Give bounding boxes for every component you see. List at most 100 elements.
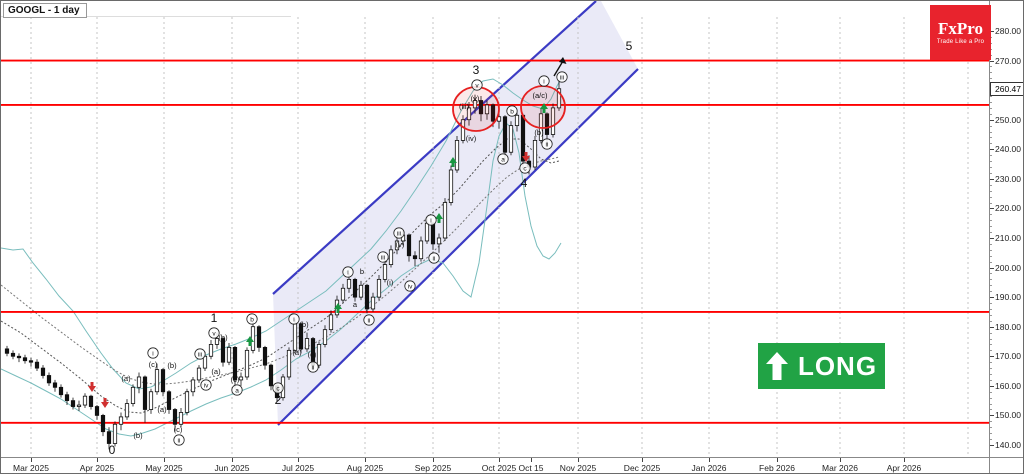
buy-arrow-icon	[246, 336, 254, 346]
svg-text:a: a	[353, 300, 358, 309]
price-minor-tick	[990, 379, 992, 381]
price-minor-tick	[990, 273, 992, 275]
price-tick-label: 240.00	[995, 144, 1021, 155]
price-minor-tick	[990, 320, 992, 322]
time-tick-label: Apr 2026	[886, 463, 922, 473]
price-minor-tick	[990, 107, 992, 109]
svg-text:(iv): (iv)	[466, 134, 477, 143]
current-price-label: 260.47	[990, 81, 1023, 96]
svg-text:iii: iii	[198, 351, 202, 358]
price-minor-tick	[990, 196, 992, 198]
svg-text:(b): (b)	[167, 361, 177, 370]
svg-text:4: 4	[521, 176, 528, 190]
price-minor-tick	[990, 167, 992, 169]
price-minor-tick	[990, 232, 992, 234]
price-tick	[990, 149, 994, 151]
svg-text:c: c	[276, 385, 280, 392]
sell-arrow-icon	[101, 398, 109, 408]
buy-arrow-icon	[435, 213, 443, 223]
price-tick	[990, 31, 994, 32]
time-tick-label: Feb 2026	[759, 463, 795, 473]
price-minor-tick	[990, 66, 992, 68]
time-tick-label: Sep 2025	[414, 463, 452, 473]
buy-arrow-icon	[449, 157, 457, 167]
svg-text:i: i	[543, 78, 544, 85]
price-minor-tick	[990, 214, 992, 216]
price-minor-tick	[990, 48, 992, 50]
price-minor-tick	[990, 190, 992, 192]
svg-text:5: 5	[626, 39, 633, 53]
price-minor-tick	[990, 308, 992, 310]
price-tick	[990, 356, 994, 358]
time-tick	[840, 458, 841, 462]
price-minor-tick	[990, 125, 992, 127]
price-minor-tick	[990, 261, 992, 263]
time-axis[interactable]: Mar 2025 Apr 2025 May 2025 Jun 2025 Jul 2025…	[1, 457, 989, 473]
time-tick-label: Mar 2025	[13, 463, 49, 473]
header-divider	[1, 16, 291, 17]
up-arrow-icon	[765, 352, 788, 380]
price-minor-tick	[990, 314, 992, 316]
fxpro-logo-text: FxPro	[937, 19, 983, 38]
price-tick-label: 250.00	[995, 114, 1021, 125]
price-minor-tick	[990, 433, 992, 435]
time-tick	[642, 458, 643, 462]
time-tick	[709, 458, 710, 462]
time-tick-label: Nov 2025	[559, 463, 597, 473]
time-tick	[777, 458, 778, 462]
symbol-title-text: GOOGL - 1 day	[8, 5, 80, 16]
svg-text:ii: ii	[368, 317, 371, 324]
price-minor-tick	[990, 78, 992, 80]
price-tick-label: 210.00	[995, 232, 1021, 243]
axis-corner	[989, 457, 1023, 473]
svg-text:c: c	[523, 165, 527, 172]
symbol-title[interactable]: GOOGL - 1 day	[3, 3, 87, 18]
support-resistance-lines[interactable]	[1, 59, 989, 424]
svg-text:(iii): (iii)	[459, 102, 469, 111]
price-minor-tick	[990, 137, 992, 139]
price-tick-label: 270.00	[995, 55, 1021, 66]
svg-text:3: 3	[473, 63, 480, 77]
price-minor-tick	[990, 72, 992, 74]
price-axis[interactable]: 260.47 140.00 150.00 160.00 170.00 180.00 190…	[989, 1, 1023, 457]
time-tick-label: Oct 2025	[481, 463, 517, 473]
buy-arrow-icon	[540, 103, 548, 113]
wave-labels: 012345vbaciiiiiiiiiiiiivvabciiiiiiiiiivi…	[109, 39, 633, 457]
price-tick	[990, 444, 994, 446]
price-minor-tick	[990, 113, 992, 115]
fxpro-logo: FxPro Trade Like a Pro	[930, 5, 991, 60]
price-minor-tick	[990, 368, 992, 370]
price-minor-tick	[990, 172, 992, 174]
price-minor-tick	[990, 131, 992, 133]
svg-text:ii: ii	[312, 364, 315, 371]
price-tick-label: 190.00	[995, 292, 1021, 303]
time-tick-label: Jul 2025	[281, 463, 315, 473]
buy-arrow-icon	[334, 303, 342, 313]
price-tick-label: 200.00	[995, 262, 1021, 273]
time-tick-label: May 2025	[145, 463, 183, 473]
price-chart[interactable]: 012345vbaciiiiiiiiiiiiivvabciiiiiiiiiivi…	[1, 1, 989, 457]
svg-text:(b): (b)	[534, 128, 544, 137]
time-tick	[578, 458, 579, 462]
price-tick	[990, 415, 994, 417]
price-tick	[990, 178, 994, 180]
price-minor-tick	[990, 362, 992, 364]
price-tick-label: 280.00	[995, 26, 1021, 36]
price-minor-tick	[990, 161, 992, 163]
price-tick	[990, 385, 994, 387]
svg-text:iii: iii	[397, 230, 401, 237]
price-minor-tick	[990, 220, 992, 222]
time-tick-label: Jun 2025	[214, 463, 250, 473]
sell-arrow-icon	[88, 382, 96, 392]
svg-text:b: b	[250, 316, 254, 323]
svg-text:iv: iv	[408, 283, 413, 290]
svg-text:v: v	[212, 330, 216, 337]
svg-text:iv: iv	[204, 382, 209, 389]
time-tick	[164, 458, 165, 462]
time-tick	[97, 458, 98, 462]
price-minor-tick	[990, 255, 992, 257]
svg-text:ii: ii	[433, 255, 436, 262]
fxpro-logo-tagline: Trade Like a Pro	[936, 39, 985, 45]
price-tick	[990, 267, 994, 269]
svg-text:(c): (c)	[231, 375, 240, 384]
